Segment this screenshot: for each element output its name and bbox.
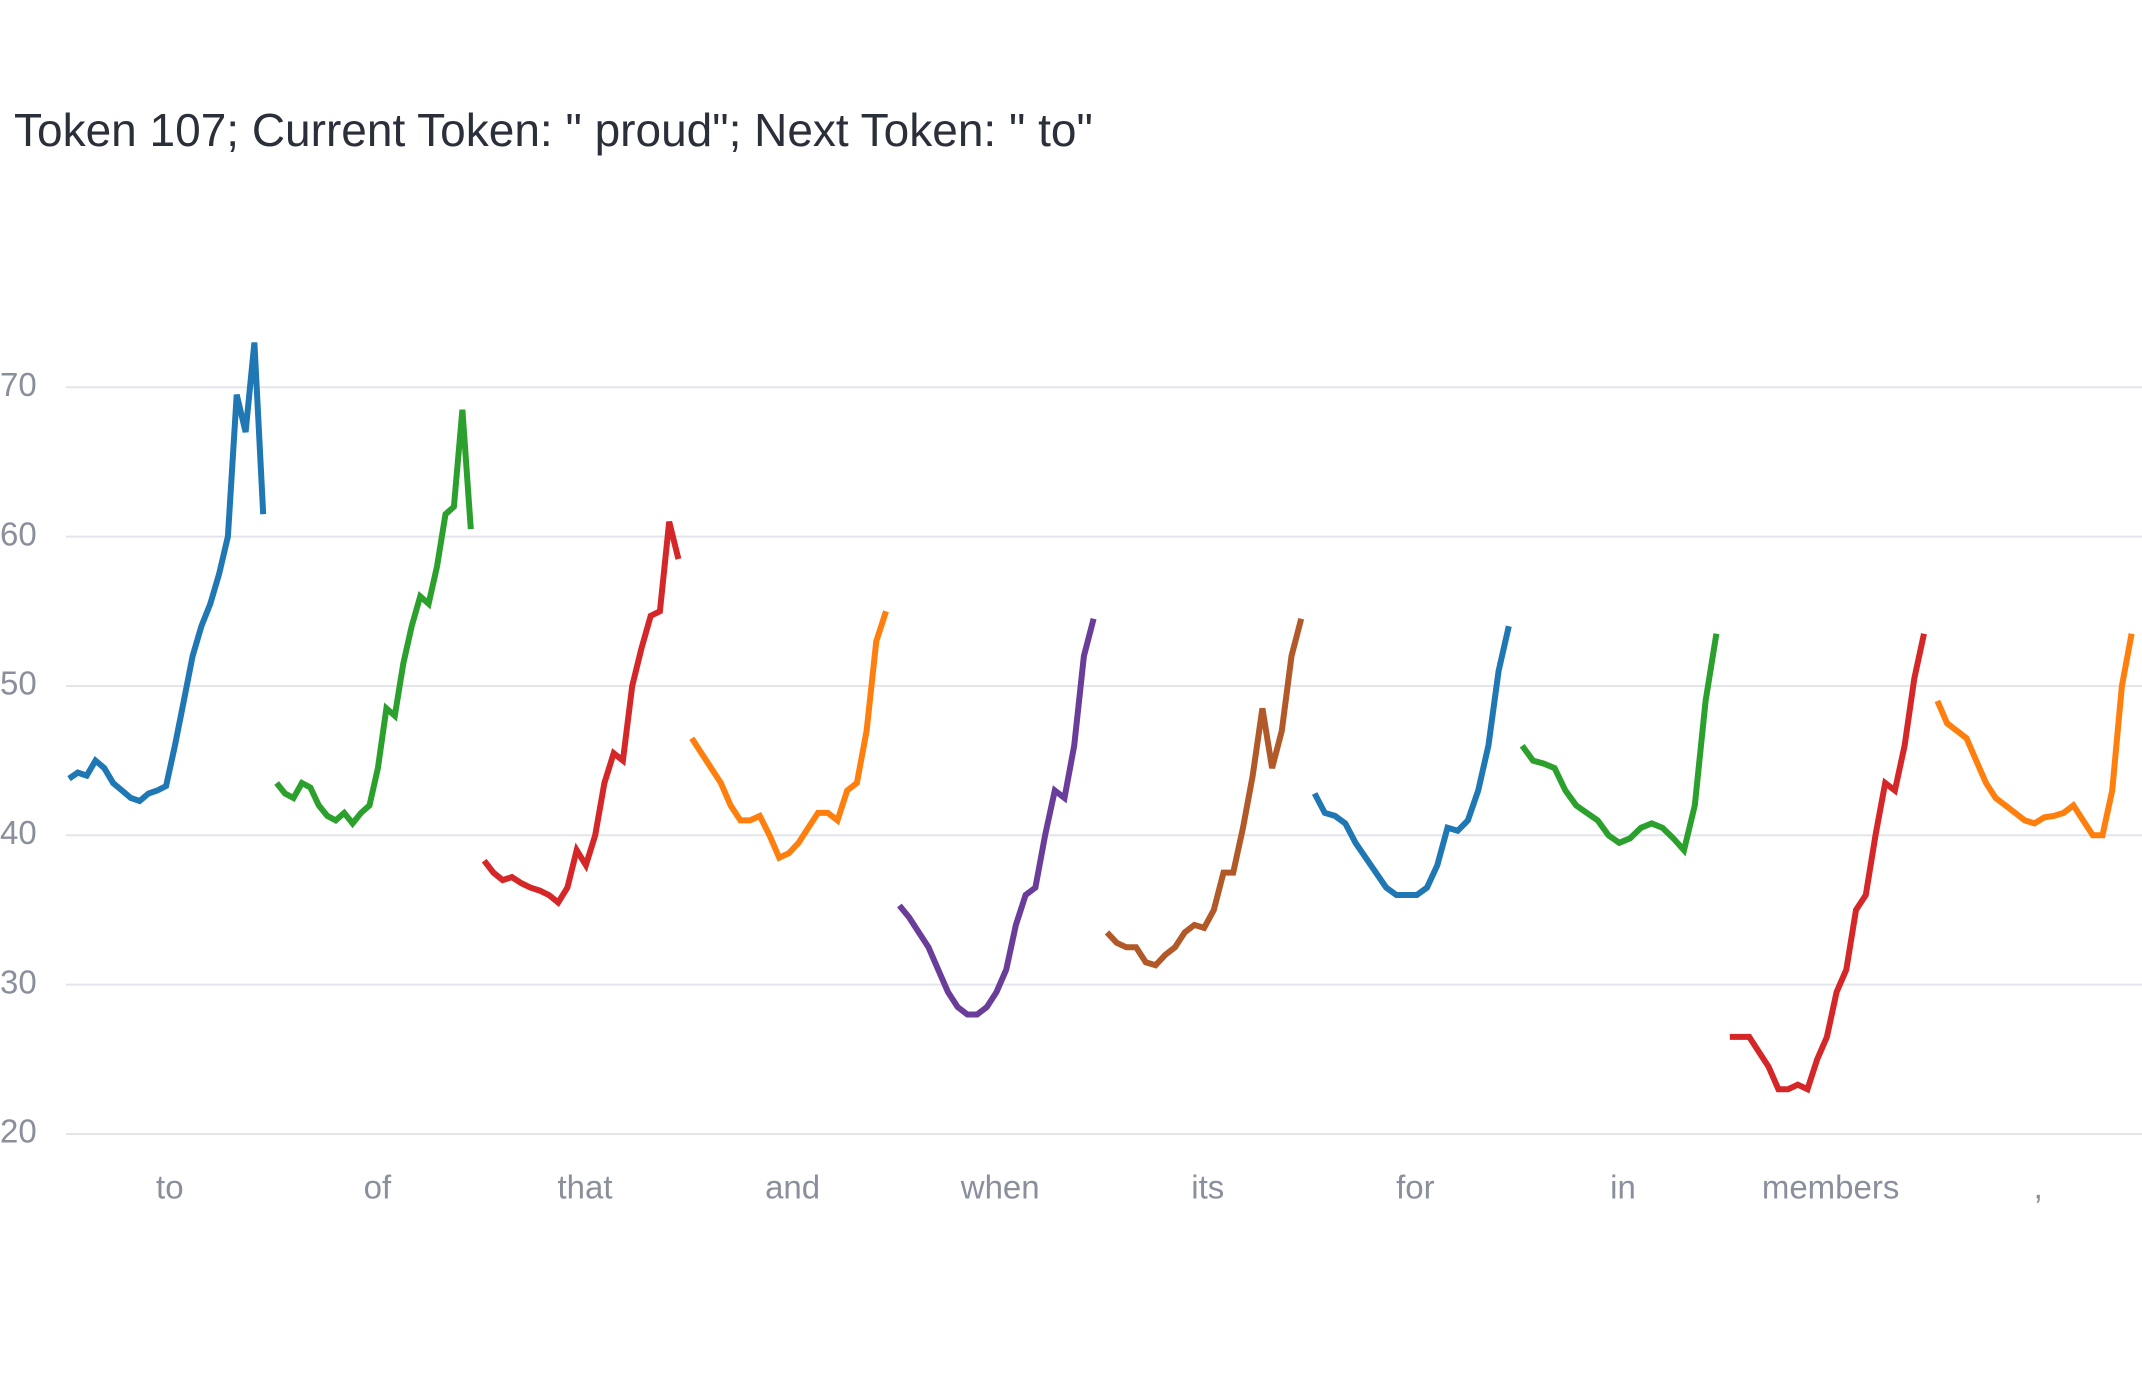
y-tick-label: 50 [0, 665, 37, 702]
x-tick-label: and [765, 1169, 820, 1206]
x-tick-label: for [1396, 1169, 1435, 1206]
x-tick-label: that [557, 1169, 612, 1206]
series-line [1519, 633, 1720, 857]
x-tick-label: to [156, 1169, 184, 1206]
x-tick-label: in [1610, 1169, 1636, 1206]
series-line [67, 342, 267, 805]
y-tick-label: 40 [0, 814, 37, 851]
x-tick-label: of [364, 1169, 392, 1206]
series-line [689, 610, 889, 862]
y-tick-label: 70 [0, 366, 37, 403]
x-tick-label: members [1762, 1169, 1900, 1206]
series-line [1104, 618, 1305, 969]
x-tick-label: its [1191, 1169, 1224, 1206]
series-line [274, 409, 474, 829]
series-line [1934, 633, 2135, 839]
chart-title: Token 107; Current Token: " proud"; Next… [14, 104, 1093, 156]
series-line [481, 520, 682, 907]
series-line [1311, 625, 1512, 898]
x-tick-label: , [2034, 1169, 2043, 1206]
y-tick-label: 30 [0, 963, 37, 1000]
y-tick-label: 60 [0, 515, 37, 552]
y-tick-label: 20 [0, 1113, 37, 1150]
series-line [897, 618, 1097, 1018]
series-line [1729, 633, 1927, 1094]
x-tick-label: when [960, 1169, 1040, 1206]
